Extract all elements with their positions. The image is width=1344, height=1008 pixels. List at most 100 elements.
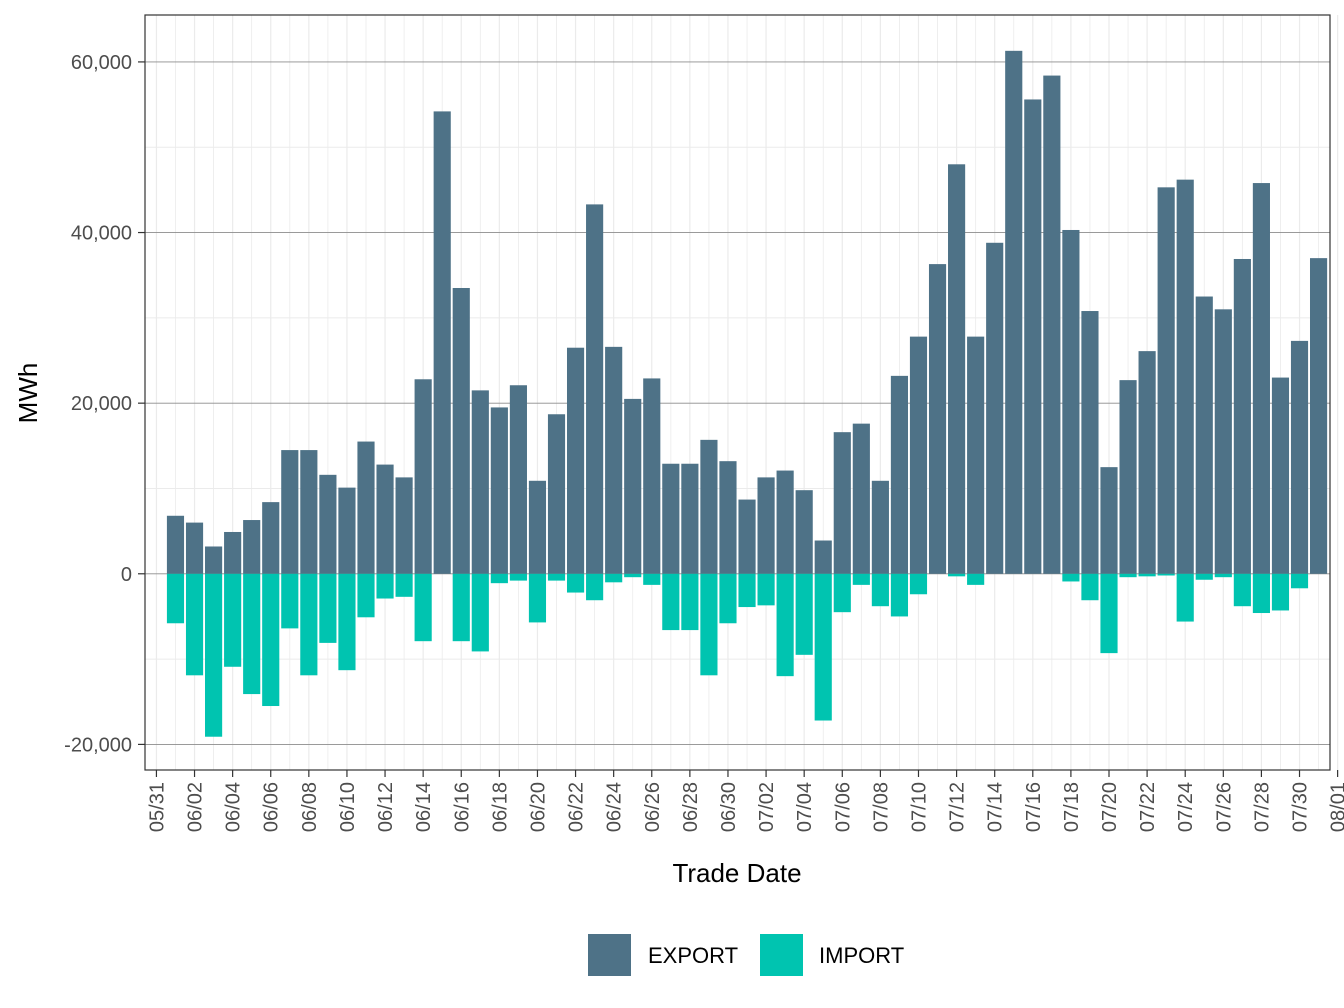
import-bar-07-10 xyxy=(909,573,928,595)
x-tick-label: 06/16 xyxy=(451,782,473,832)
import-bar-07-19 xyxy=(1081,573,1099,601)
x-tick-label: 06/08 xyxy=(299,782,321,832)
export-bar-06-18 xyxy=(490,407,508,574)
y-tick-label: 20,000 xyxy=(71,393,132,415)
plot-border xyxy=(144,14,1331,771)
export-bar-07-02 xyxy=(757,477,775,574)
y-tick-label: 60,000 xyxy=(71,52,132,74)
export-bar-06-14 xyxy=(414,379,432,574)
x-tick-label: 06/30 xyxy=(718,782,740,832)
export-bar-07-16 xyxy=(1024,99,1042,574)
export-bar-07-15 xyxy=(1005,50,1023,574)
import-bar-06-03 xyxy=(205,573,223,737)
import-bar-07-08 xyxy=(871,573,889,607)
export-bar-07-22 xyxy=(1138,351,1156,574)
y-tick-label: 40,000 xyxy=(71,223,132,245)
x-axis-title: Trade Date xyxy=(672,858,801,888)
import-bar-07-02 xyxy=(757,573,775,606)
export-bars xyxy=(166,50,1328,574)
export-bar-06-13 xyxy=(395,477,413,574)
import-bar-06-13 xyxy=(395,573,413,597)
import-bar-06-18 xyxy=(490,573,508,584)
import-bar-07-29 xyxy=(1271,573,1290,611)
x-tick-label: 06/10 xyxy=(337,782,359,832)
export-bar-07-21 xyxy=(1119,380,1137,574)
export-bar-07-10 xyxy=(909,336,928,574)
x-tick-label: 07/18 xyxy=(1061,782,1083,832)
import-bar-06-01 xyxy=(166,573,185,624)
export-bar-07-12 xyxy=(948,164,966,574)
export-bar-06-01 xyxy=(166,515,185,574)
export-bar-07-29 xyxy=(1271,377,1290,574)
y-axis: -20,000 0 20,000 40,000 60,000 xyxy=(64,52,145,756)
x-tick-label: 07/28 xyxy=(1251,782,1273,832)
x-tick-label: 06/22 xyxy=(566,782,588,832)
export-bar-06-28 xyxy=(681,463,699,574)
import-bar-06-20 xyxy=(528,573,547,623)
import-bar-06-21 xyxy=(547,573,566,581)
export-bar-06-05 xyxy=(243,520,261,574)
export-bar-07-03 xyxy=(776,470,794,574)
import-bar-07-27 xyxy=(1233,573,1251,607)
import-bar-06-28 xyxy=(681,573,699,631)
export-bar-07-20 xyxy=(1100,467,1118,574)
import-bar-07-22 xyxy=(1138,573,1156,577)
export-bar-06-24 xyxy=(605,346,623,574)
export-bar-07-01 xyxy=(738,499,756,574)
export-bar-07-07 xyxy=(852,423,870,574)
import-bar-06-08 xyxy=(300,573,318,676)
legend-label-import: IMPORT xyxy=(819,943,904,968)
import-bar-06-25 xyxy=(624,573,642,578)
import-bar-06-19 xyxy=(509,573,527,581)
import-bar-06-30 xyxy=(719,573,737,624)
x-tick-label: 07/24 xyxy=(1175,782,1197,832)
import-bar-06-14 xyxy=(414,573,432,642)
export-bar-06-25 xyxy=(624,398,642,574)
x-tick-label: 05/31 xyxy=(146,782,168,832)
x-tick-label: 07/10 xyxy=(908,782,930,832)
export-bar-06-06 xyxy=(262,502,280,574)
export-bar-07-13 xyxy=(967,336,985,574)
import-bar-06-27 xyxy=(662,573,680,631)
x-tick-label: 07/26 xyxy=(1213,782,1235,832)
x-tick-label: 06/18 xyxy=(489,782,511,832)
x-tick-label: 07/08 xyxy=(870,782,892,832)
import-bar-07-09 xyxy=(890,573,909,617)
export-bar-06-15 xyxy=(433,111,451,574)
import-bar-06-24 xyxy=(605,573,623,583)
export-bar-06-07 xyxy=(281,450,299,574)
export-bar-06-04 xyxy=(224,531,242,574)
export-bar-07-26 xyxy=(1214,309,1232,574)
y-axis-title: MWh xyxy=(13,363,43,424)
import-bar-06-12 xyxy=(376,573,394,599)
export-bar-06-16 xyxy=(452,287,470,574)
y-tick-label: 0 xyxy=(121,564,132,586)
export-bar-06-21 xyxy=(547,414,566,574)
export-bar-07-24 xyxy=(1176,179,1194,574)
legend-label-export: EXPORT xyxy=(648,943,738,968)
import-bar-06-22 xyxy=(566,573,585,593)
x-tick-label: 07/22 xyxy=(1137,782,1159,832)
export-bar-06-30 xyxy=(719,461,737,574)
export-bar-06-10 xyxy=(338,487,356,574)
export-bar-07-31 xyxy=(1309,258,1328,574)
import-bar-06-09 xyxy=(319,573,337,643)
x-tick-label: 07/16 xyxy=(1023,782,1045,832)
import-bar-07-20 xyxy=(1100,573,1118,654)
import-bar-07-21 xyxy=(1119,573,1137,578)
x-tick-label: 06/14 xyxy=(413,782,435,832)
export-bar-06-17 xyxy=(471,390,489,574)
export-bar-06-11 xyxy=(357,441,375,574)
import-bar-07-13 xyxy=(967,573,985,585)
import-bars xyxy=(166,573,1309,737)
export-bar-06-27 xyxy=(662,463,680,574)
export-bar-07-27 xyxy=(1233,258,1251,574)
import-bar-06-16 xyxy=(452,573,470,642)
import-bar-07-07 xyxy=(852,573,870,585)
export-bar-07-28 xyxy=(1252,183,1270,574)
export-bar-07-05 xyxy=(814,540,832,574)
x-tick-label: 06/12 xyxy=(375,782,397,832)
export-bar-06-19 xyxy=(509,385,527,574)
x-tick-label: 06/20 xyxy=(527,782,549,832)
export-bar-07-19 xyxy=(1081,311,1099,574)
